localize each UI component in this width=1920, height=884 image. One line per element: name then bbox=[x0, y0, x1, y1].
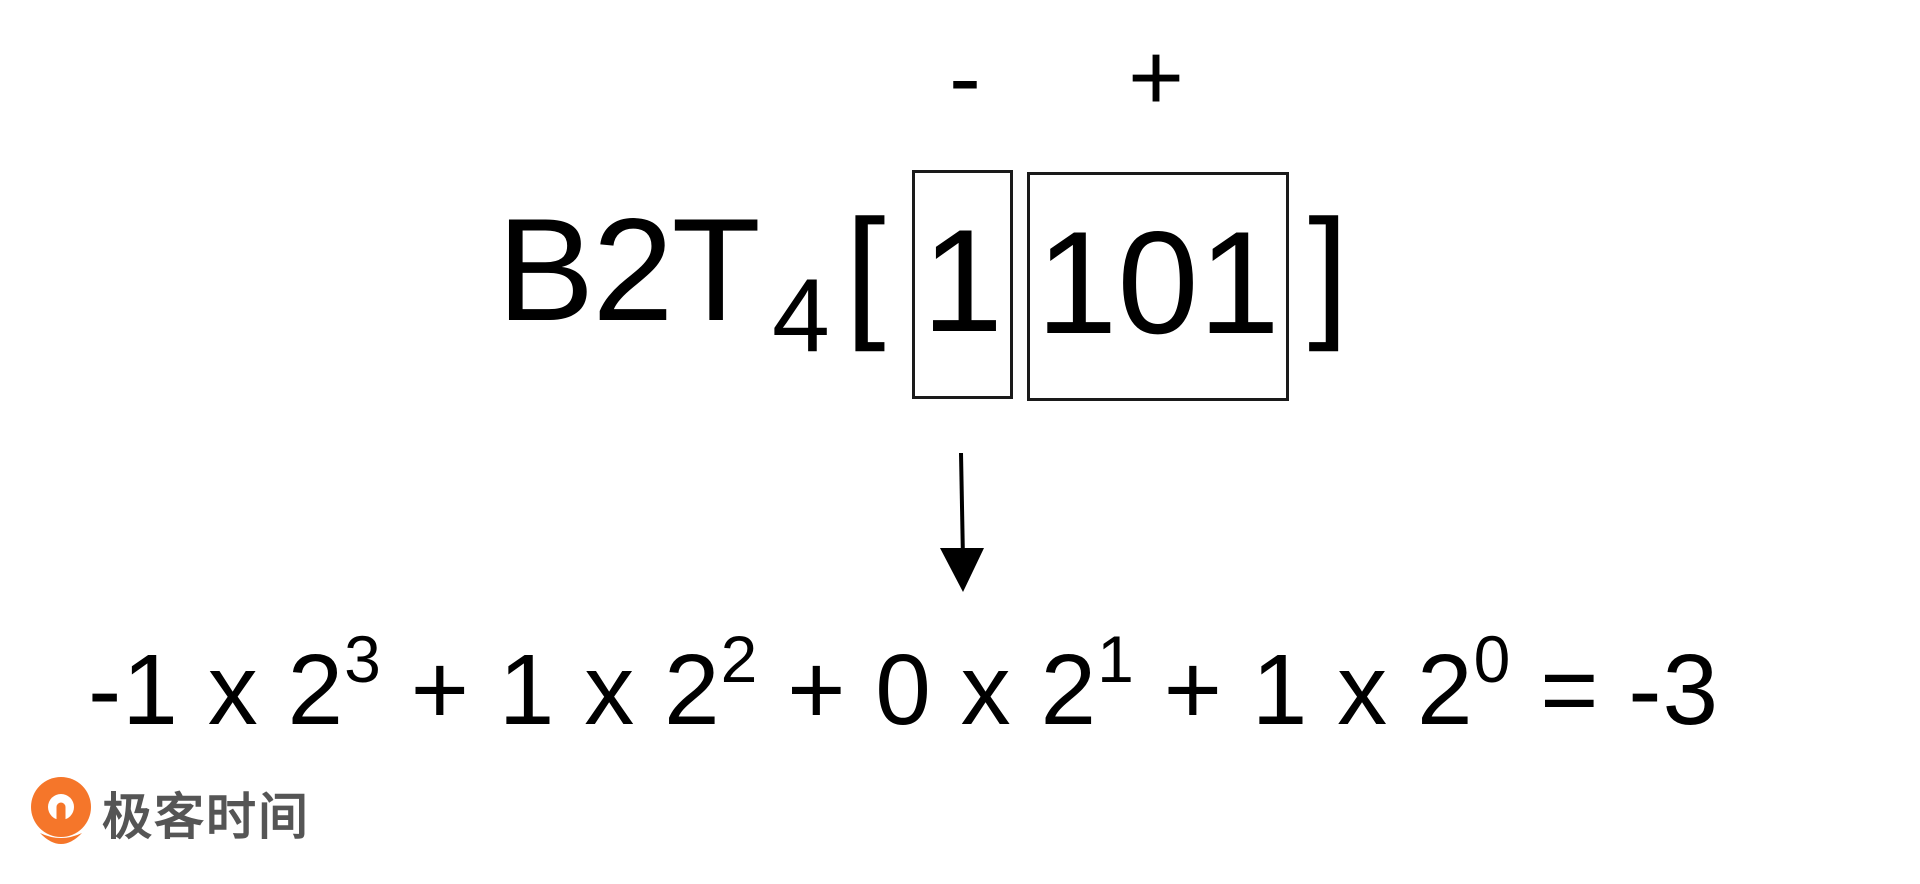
formula-term-exponent: 2 bbox=[720, 621, 759, 696]
formula-term-prefix: + 0 x 2 bbox=[758, 634, 1098, 746]
formula-term: + 1 x 20 bbox=[1134, 626, 1511, 746]
formula-term-exponent: 1 bbox=[1097, 621, 1135, 696]
open-bracket: [ bbox=[845, 189, 886, 352]
formula-term-prefix: + 1 x 2 bbox=[1134, 634, 1474, 746]
formula-term-prefix: -1 x 2 bbox=[88, 634, 345, 746]
function-subscript: 4 bbox=[772, 258, 830, 374]
formula: -1 x 23 + 1 x 22 + 0 x 21 + 1 x 20 = -3 bbox=[88, 626, 1719, 740]
sign-bit-value: 1 bbox=[921, 198, 1004, 362]
negative-sign-marker: - bbox=[949, 24, 981, 131]
geektime-logo: 极客时间 bbox=[28, 775, 310, 851]
value-bits-box: 101 bbox=[1027, 172, 1289, 401]
positive-sign-marker: + bbox=[1128, 24, 1185, 131]
formula-term-exponent: 3 bbox=[344, 621, 382, 696]
geektime-logo-icon bbox=[31, 777, 91, 844]
sign-bit-box: 1 bbox=[912, 170, 1013, 399]
down-arrow-icon bbox=[940, 452, 984, 592]
value-bits-value: 101 bbox=[1036, 200, 1280, 364]
formula-term: + 1 x 22 bbox=[381, 626, 758, 746]
formula-term: -1 x 23 bbox=[88, 626, 382, 746]
function-name: B2T bbox=[497, 188, 761, 351]
formula-term: + 0 x 21 bbox=[758, 626, 1134, 746]
logo-text: 极客时间 bbox=[102, 788, 310, 846]
close-bracket: ] bbox=[1308, 189, 1349, 352]
formula-term-exponent: 0 bbox=[1473, 621, 1512, 696]
formula-term-prefix: + 1 x 2 bbox=[381, 634, 721, 746]
formula-result: = -3 bbox=[1511, 634, 1720, 746]
